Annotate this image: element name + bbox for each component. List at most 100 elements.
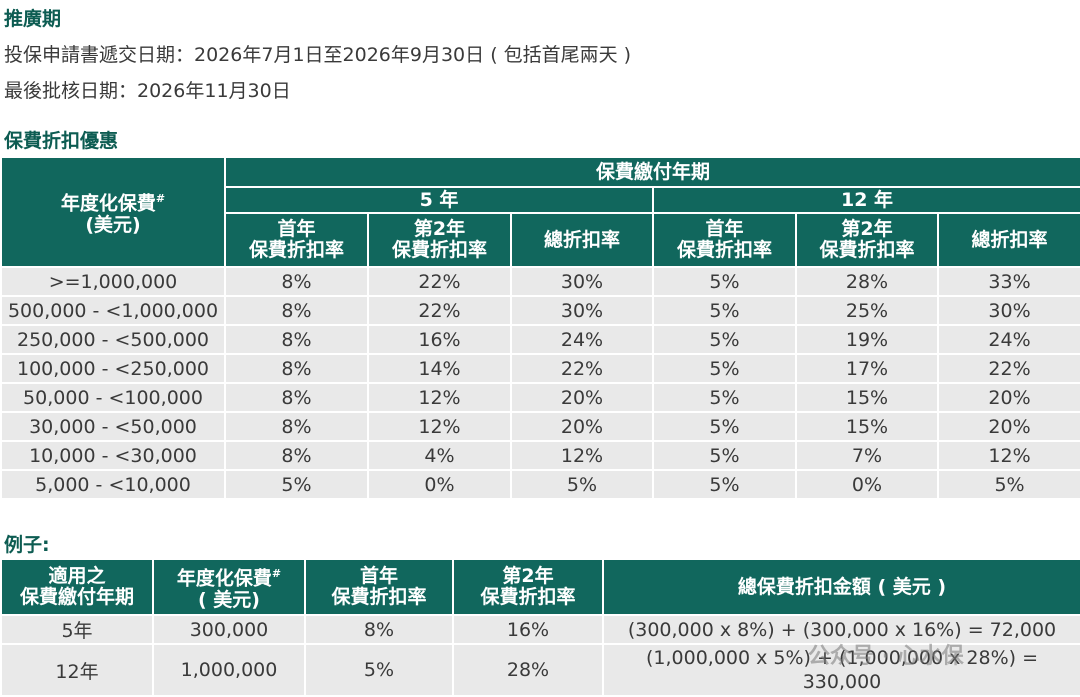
- y12-second-rate: 17%: [795, 353, 939, 384]
- premium-range: 10,000 - <30,000: [0, 440, 226, 471]
- y5-total-rate: 30%: [510, 295, 654, 326]
- y12-second-rate: 28%: [795, 266, 939, 297]
- annual-premium-footnote-mark: #: [155, 192, 166, 206]
- y5-second-rate: 14%: [367, 353, 512, 384]
- example-term: 5年: [0, 614, 154, 645]
- y5-first-rate: 8%: [224, 440, 369, 471]
- premium-range: 50,000 - <100,000: [0, 382, 226, 413]
- premium-range: 30,000 - <50,000: [0, 411, 226, 442]
- table-row: 5年 300,000 8% 16% (300,000 x 8%) + (300,…: [0, 614, 1080, 645]
- y12-total-rate: 12%: [936, 440, 1080, 471]
- example-first-header: 首年 保費折扣率: [304, 558, 454, 616]
- y5-second-rate: 0%: [367, 469, 512, 500]
- y5-total-rate: 5%: [510, 469, 654, 500]
- premium-range: 5,000 - <10,000: [0, 469, 226, 500]
- table-row: 50,000 - <100,000 8% 12% 20% 5% 15% 20%: [0, 382, 1080, 413]
- y5-total-rate: 12%: [510, 440, 654, 471]
- example-heading: 例子:: [4, 534, 50, 556]
- y12-second-rate: 7%: [795, 440, 939, 471]
- watermark: 公众号 · 心水保: [808, 644, 964, 669]
- y5-second-rate: 16%: [367, 324, 512, 355]
- y12-total-header: 總折扣率: [936, 212, 1080, 268]
- promo-heading: 推廣期: [4, 8, 62, 30]
- approval-date-line: 最後批核日期：2026年11月30日: [4, 80, 291, 102]
- y12-second-rate: 15%: [795, 382, 939, 413]
- example-term-header: 適用之 保費繳付年期: [0, 558, 154, 616]
- example-first-rate: 8%: [304, 614, 454, 645]
- y5-second-rate: 22%: [367, 266, 512, 297]
- example-premium-footnote-mark: #: [271, 567, 282, 581]
- y5-second-rate: 12%: [367, 411, 512, 442]
- premium-discount-table: 年度化保費# (美元) 保費繳付年期 5 年 12 年 首年 保費折扣率 第2年保…: [0, 156, 1080, 500]
- example-premium: 1,000,000: [152, 643, 306, 697]
- y12-first-rate: 5%: [652, 295, 797, 326]
- example-total-formula: (300,000 x 8%) + (300,000 x 16%) = 72,00…: [602, 614, 1080, 645]
- y12-first-rate: 5%: [652, 440, 797, 471]
- y5-second-year-header: 第2年 保費折扣率: [367, 212, 512, 268]
- y5-first-rate: 5%: [224, 469, 369, 500]
- y12-first-rate: 5%: [652, 324, 797, 355]
- table-row: 12年 1,000,000 5% 28% (1,000,000 x 5%) + …: [0, 643, 1080, 697]
- table-row: 100,000 - <250,000 8% 14% 22% 5% 17% 22%: [0, 353, 1080, 384]
- example-first-rate: 5%: [304, 643, 454, 697]
- example-second-rate: 28%: [452, 643, 604, 697]
- y5-second-rate: 22%: [367, 295, 512, 326]
- y12-first-rate: 5%: [652, 411, 797, 442]
- annual-premium-header-label: 年度化保費: [60, 192, 156, 215]
- y5-total-rate: 20%: [510, 411, 654, 442]
- y5-first-rate: 8%: [224, 353, 369, 384]
- example-second-header: 第2年 保費折扣率: [452, 558, 604, 616]
- y5-total-rate: 22%: [510, 353, 654, 384]
- premium-range: 100,000 - <250,000: [0, 353, 226, 384]
- table-row: >=1,000,000 8% 22% 30% 5% 28% 33%: [0, 266, 1080, 297]
- y12-total-rate: 30%: [936, 295, 1080, 326]
- y5-first-rate: 8%: [224, 382, 369, 413]
- example-total-amount-header: 總保費折扣金額 ( 美元 ): [602, 558, 1080, 616]
- premium-range: 500,000 - <1,000,000: [0, 295, 226, 326]
- premium-range: >=1,000,000: [0, 266, 226, 297]
- term-5-header: 5 年: [224, 186, 654, 214]
- y12-second-rate: 15%: [795, 411, 939, 442]
- y12-second-year-header: 第2年 保費折扣率: [795, 212, 939, 268]
- discount-heading: 保費折扣優惠: [4, 130, 119, 152]
- y12-first-rate: 5%: [652, 469, 797, 500]
- table-row: 5,000 - <10,000 5% 0% 5% 5% 0% 5%: [0, 469, 1080, 500]
- y12-total-rate: 24%: [936, 324, 1080, 355]
- example-table: 適用之 保費繳付年期 年度化保費#( 美元) 首年 保費折扣率 第2年 保費折扣率 總…: [0, 558, 1080, 697]
- term-12-header: 12 年: [651, 186, 1080, 214]
- y12-total-rate: 22%: [936, 353, 1080, 384]
- y5-total-header: 總折扣率: [510, 212, 654, 268]
- example-premium: 300,000: [152, 614, 306, 645]
- y12-second-rate: 25%: [795, 295, 939, 326]
- application-period-line: 投保申請書遞交日期：2026年7月1日至2026年9月30日 ( 包括首尾兩天 …: [4, 44, 632, 66]
- y5-second-rate: 12%: [367, 382, 512, 413]
- y5-first-rate: 8%: [224, 295, 369, 326]
- y12-first-rate: 5%: [652, 382, 797, 413]
- y12-first-rate: 5%: [652, 266, 797, 297]
- y12-total-rate: 20%: [936, 411, 1080, 442]
- y5-total-rate: 24%: [510, 324, 654, 355]
- table-row: 500,000 - <1,000,000 8% 22% 30% 5% 25% 3…: [0, 295, 1080, 326]
- table-row: 10,000 - <30,000 8% 4% 12% 5% 7% 12%: [0, 440, 1080, 471]
- y5-first-rate: 8%: [224, 411, 369, 442]
- y5-first-rate: 8%: [224, 266, 369, 297]
- y12-total-rate: 20%: [936, 382, 1080, 413]
- y5-second-rate: 4%: [367, 440, 512, 471]
- y5-total-rate: 30%: [510, 266, 654, 297]
- y12-total-rate: 5%: [936, 469, 1080, 500]
- y12-first-rate: 5%: [652, 353, 797, 384]
- table-row: 250,000 - <500,000 8% 16% 24% 5% 19% 24%: [0, 324, 1080, 355]
- table-row: 30,000 - <50,000 8% 12% 20% 5% 15% 20%: [0, 411, 1080, 442]
- annual-premium-header: 年度化保費# (美元): [0, 156, 226, 268]
- annual-premium-header-unit: (美元): [85, 213, 141, 236]
- y12-first-year-header: 首年 保費折扣率: [652, 212, 797, 268]
- example-term: 12年: [0, 643, 154, 697]
- y12-second-rate: 19%: [795, 324, 939, 355]
- y5-first-rate: 8%: [224, 324, 369, 355]
- y5-first-year-header: 首年 保費折扣率: [224, 212, 369, 268]
- example-second-rate: 16%: [452, 614, 604, 645]
- premium-range: 250,000 - <500,000: [0, 324, 226, 355]
- y5-total-rate: 20%: [510, 382, 654, 413]
- example-total-formula: (1,000,000 x 5%) + (1,000,000 x 28%) = 3…: [602, 643, 1080, 697]
- example-premium-header: 年度化保費#( 美元): [152, 558, 306, 616]
